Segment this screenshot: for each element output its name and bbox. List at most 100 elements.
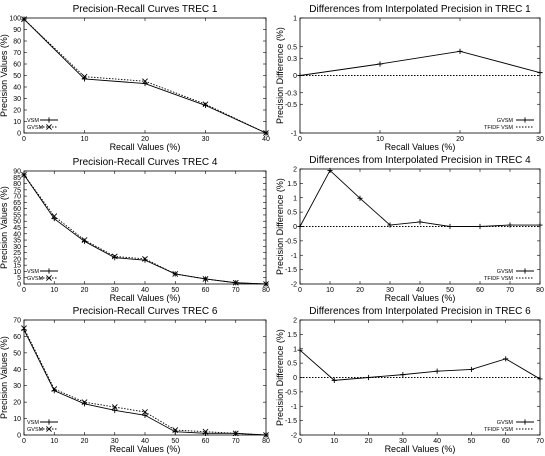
x-tick-label: 50 — [468, 438, 476, 445]
chart-title: Precision-Recall Curves TREC 4 — [73, 157, 218, 168]
data-point — [232, 430, 239, 437]
y-tick-label: -1 — [291, 253, 297, 260]
y-tick-label: 0 — [17, 282, 21, 289]
y-tick-label: 0.5 — [287, 361, 297, 368]
x-tick-label: 60 — [502, 438, 510, 445]
y-tick-label: 1.5 — [287, 181, 297, 188]
y-tick-label: 1.5 — [287, 332, 297, 339]
x-tick-label: 50 — [171, 438, 179, 445]
data-point — [51, 386, 58, 392]
x-tick-label: 10 — [81, 136, 89, 143]
data-point — [297, 347, 303, 353]
x-tick-label: 80 — [262, 438, 270, 445]
y-tick-label: 55 — [13, 212, 21, 219]
legend-entry: GVSM — [497, 118, 514, 124]
y-axis-label: Precision Values (%) — [0, 336, 9, 419]
x-tick-label: 40 — [141, 438, 149, 445]
x-tick-label: 10 — [50, 287, 58, 294]
y-tick-label: 100 — [9, 16, 21, 23]
x-tick-label: 20 — [456, 136, 464, 143]
chart-title: Precision-Recall Curves TREC 6 — [73, 306, 218, 317]
x-axis-label: Recall Values (%) — [110, 444, 181, 454]
y-tick-label: -2 — [291, 282, 297, 289]
data-point — [232, 279, 239, 286]
legend-marker — [46, 124, 52, 130]
legend-marker — [46, 117, 52, 123]
data-point — [142, 412, 148, 418]
series-line-2 — [23, 328, 267, 436]
x-tick-label: 40 — [416, 287, 424, 294]
x-axis-label: Recall Values (%) — [385, 142, 456, 152]
x-tick-label: 0 — [298, 136, 302, 143]
y-tick-label: 1 — [293, 346, 297, 353]
data-point — [142, 255, 148, 262]
data-point — [111, 404, 118, 410]
data-point — [21, 325, 27, 332]
x-tick-label: 70 — [232, 438, 240, 445]
x-tick-label: 60 — [476, 287, 484, 294]
y-tick-label: 75 — [13, 187, 21, 194]
y-tick-label: 15 — [13, 263, 21, 270]
y-tick-label: -1 — [291, 131, 297, 138]
data-point — [457, 48, 463, 54]
y-tick-label: 1 — [293, 16, 297, 23]
y-tick-label: 80 — [13, 181, 21, 188]
x-tick-label: 20 — [356, 287, 364, 294]
y-axis-label: Precision Difference (%) — [275, 329, 285, 426]
x-axis-label: Recall Values (%) — [385, 444, 456, 454]
legend-entry: TFIDF VSM — [484, 427, 513, 433]
x-tick-label: 10 — [50, 438, 58, 445]
x-axis-label: Recall Values (%) — [385, 293, 456, 303]
x-tick-label: 10 — [330, 438, 338, 445]
x-tick-label: 0 — [22, 287, 26, 294]
y-tick-label: 20 — [13, 256, 21, 263]
y-tick-label: 70 — [13, 50, 21, 57]
y-axis-label: Precision Values (%) — [0, 186, 9, 269]
y-tick-label: 70 — [13, 194, 21, 201]
x-tick-label: 80 — [536, 287, 544, 294]
data-point — [21, 16, 27, 23]
x-tick-label: 30 — [111, 438, 119, 445]
data-point — [263, 130, 269, 136]
series-line-1 — [23, 329, 267, 436]
y-tick-label: 30 — [13, 383, 21, 390]
x-tick-label: 0 — [298, 438, 302, 445]
data-point — [537, 222, 543, 228]
plot-frame — [23, 17, 267, 134]
data-point — [327, 167, 333, 174]
x-tick-label: 40 — [141, 287, 149, 294]
x-tick-label: 20 — [365, 438, 373, 445]
y-tick-label: 70 — [13, 318, 21, 325]
y-tick-label: 60 — [13, 334, 21, 341]
y-tick-label: 10 — [13, 416, 21, 423]
x-tick-label: 60 — [202, 438, 210, 445]
x-tick-label: 30 — [111, 287, 119, 294]
legend-entry: GVSM — [497, 420, 514, 426]
legend-entry: TFIDF VSM — [484, 276, 513, 282]
legend-marker — [46, 268, 52, 274]
series-line-1 — [299, 349, 541, 381]
y-tick-label: 2 — [293, 167, 297, 174]
legend-marker — [522, 117, 528, 123]
x-axis-label: Recall Values (%) — [110, 142, 181, 152]
legend-entry: TFIDF VSM — [484, 125, 513, 131]
y-tick-label: 2 — [293, 318, 297, 325]
y-tick-label: 20 — [13, 400, 21, 407]
chart-panel-5: Precision-Recall Curves TREC 6 0 10 20 30 40 5… — [0, 306, 270, 454]
x-tick-label: 0 — [22, 438, 26, 445]
data-point — [202, 428, 209, 435]
y-tick-label: -1.5 — [285, 267, 297, 274]
series-line-2 — [23, 18, 267, 134]
x-tick-label: 10 — [376, 136, 384, 143]
data-point — [172, 427, 179, 433]
data-point — [81, 73, 88, 80]
y-tick-label: 85 — [13, 175, 21, 182]
y-tick-label: 40 — [13, 231, 21, 238]
legend-entry: VSM — [27, 118, 39, 124]
x-tick-label: 30 — [202, 136, 210, 143]
data-point — [537, 70, 543, 76]
